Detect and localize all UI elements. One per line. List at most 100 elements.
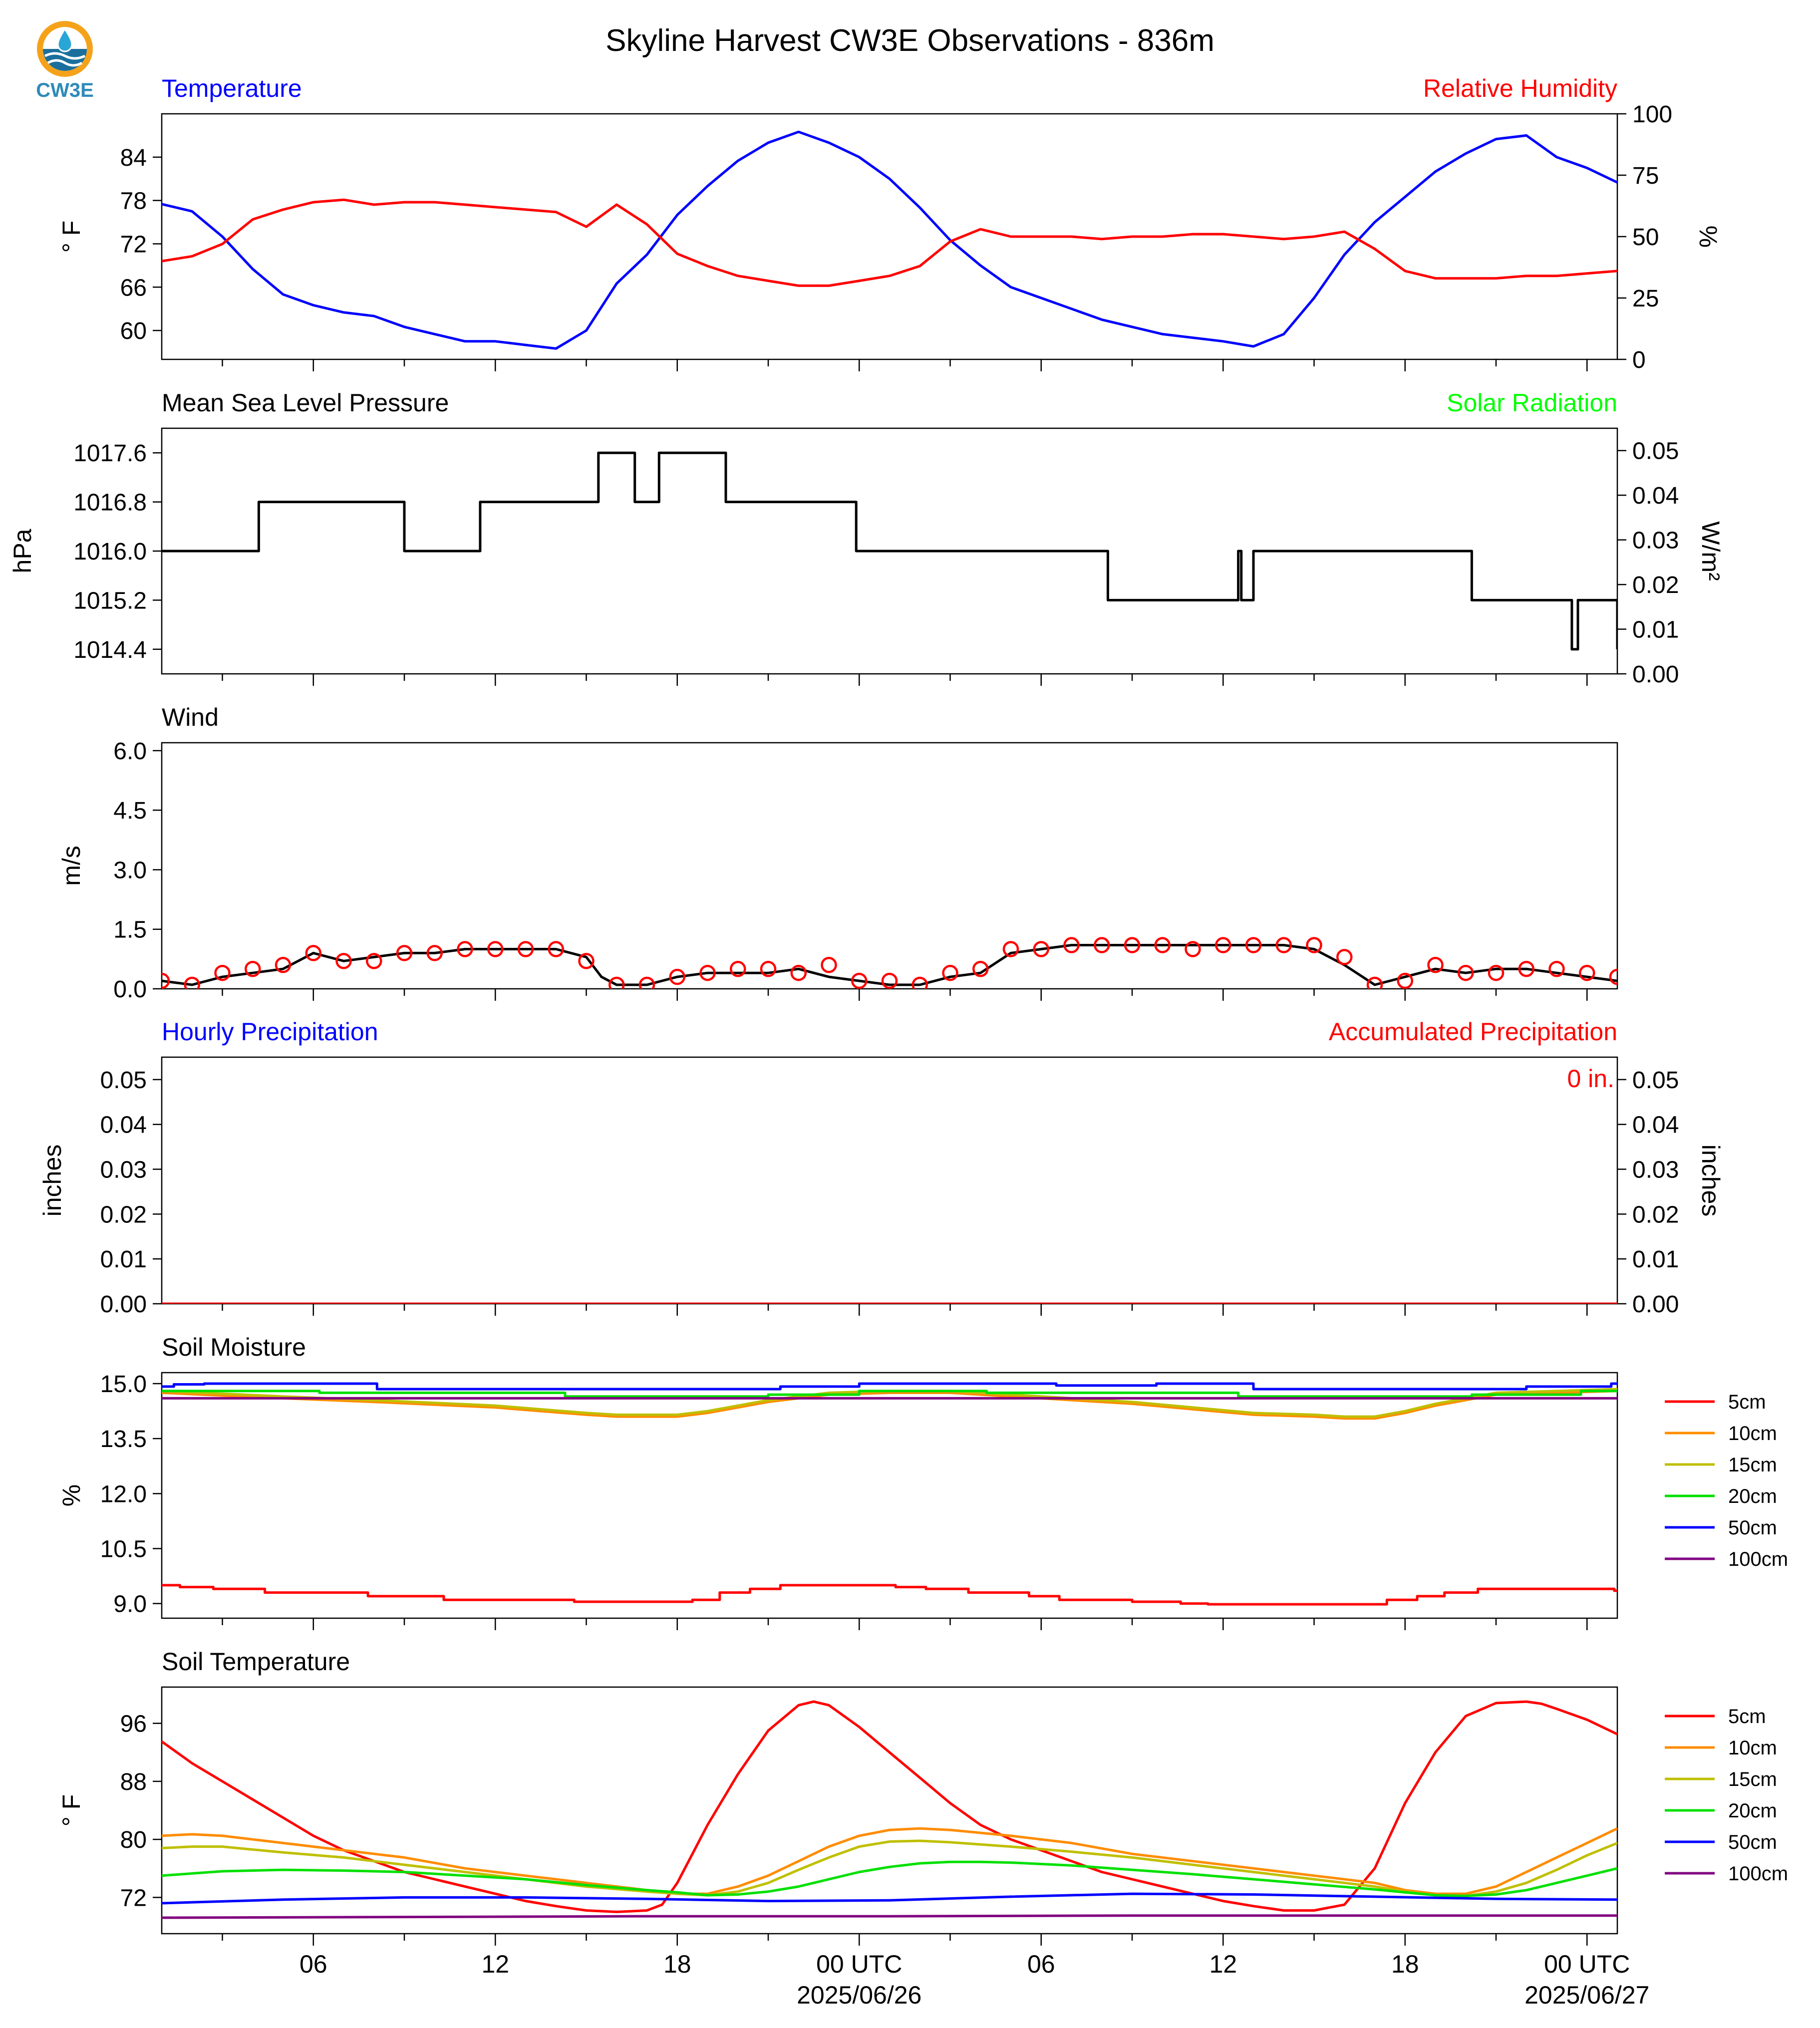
x-date-label: 2025/06/27: [1524, 1981, 1649, 2009]
gust-marker: [1336, 949, 1353, 965]
cw3e-logo: CW3E: [36, 21, 94, 101]
x-tick-label: 00 UTC: [1544, 1950, 1630, 1978]
gust-marker: [1002, 941, 1019, 957]
series-line-mean-sea-level-pressure: [162, 451, 1617, 651]
gust-marker: [396, 945, 413, 961]
gust-marker: [162, 972, 170, 989]
y2-tick-label: 0.00: [1632, 1291, 1679, 1318]
y-tick-label: 3.0: [113, 857, 147, 883]
y2-tick-label: 0.03: [1632, 1157, 1679, 1183]
logo-text: CW3E: [36, 79, 94, 101]
logo-wave-2: [47, 59, 83, 67]
gust-marker: [548, 941, 564, 957]
gust-marker: [184, 976, 200, 989]
y-tick-label: 96: [120, 1711, 147, 1738]
series-line-10cm: [162, 1390, 1617, 1420]
y-tick-label: 88: [120, 1769, 147, 1795]
gust-marker: [305, 945, 321, 961]
series-line-100cm: [162, 1914, 1617, 1919]
y-tick-label: 6.0: [113, 738, 147, 765]
gust-marker: [1245, 937, 1262, 953]
gust-marker: [245, 960, 261, 977]
y-tick-label: 0.04: [100, 1112, 147, 1139]
gust-marker: [1215, 937, 1231, 953]
panel-soil_moisture: Soil Moisture 9.0 10.5 12.0 13.5 15.0% 5cm 10cm…: [57, 1333, 1788, 1630]
accumulated-precip-annotation: 0 in.: [1567, 1065, 1614, 1093]
y-tick-label: 0.01: [100, 1246, 147, 1273]
gust-marker: [517, 941, 534, 957]
panel-title-right: Relative Humidity: [1423, 74, 1617, 102]
series-line-50cm: [162, 1892, 1617, 1905]
x-tick-label: 18: [663, 1950, 691, 1978]
panel-title-left: Wind: [162, 703, 219, 731]
y-tick-label: 1014.4: [73, 637, 147, 663]
panel-pressure: Mean Sea Level Pressure Solar Radiation 10…: [8, 389, 1725, 688]
gust-marker: [1458, 964, 1474, 981]
x-axis: 06 12 18 00 UTC 06 12 18 00 UTC 2025/06/26 2025/0…: [300, 1950, 1649, 2009]
y2-tick-label: 0.02: [1632, 1201, 1679, 1228]
gust-marker: [1579, 964, 1595, 981]
gust-marker: [214, 964, 231, 981]
legend-label: 5cm: [1728, 1391, 1766, 1413]
y-tick-label: 84: [120, 145, 147, 171]
y-tick-label: 72: [120, 231, 147, 258]
y-tick-label: 1.5: [113, 917, 147, 943]
gust-marker: [1306, 937, 1322, 953]
figure-title: Skyline Harvest CW3E Observations - 836m: [606, 23, 1214, 58]
y-tick-label: 1017.6: [73, 440, 147, 467]
x-tick-label: 06: [1027, 1950, 1055, 1978]
legend-label: 50cm: [1728, 1831, 1777, 1853]
y-axis-label: hPa: [8, 529, 36, 573]
gust-marker: [790, 964, 807, 981]
gust-marker: [578, 953, 595, 969]
series-line-temperature: [162, 130, 1617, 350]
panel-precip: Hourly Precipitation Accumulated Precipit…: [38, 1018, 1725, 1318]
gust-marker: [730, 960, 746, 977]
x-date-label: 2025/06/26: [797, 1981, 921, 2009]
y-tick-label: 10.5: [100, 1536, 147, 1562]
y2-tick-label: 0.00: [1632, 661, 1679, 688]
y2-tick-label: 0.05: [1632, 1067, 1679, 1094]
gust-marker: [1366, 976, 1383, 989]
panel-title-left: Soil Moisture: [162, 1333, 306, 1361]
gust-marker: [881, 972, 898, 989]
y2-tick-label: 100: [1632, 101, 1672, 128]
y-tick-label: 1015.2: [73, 587, 147, 614]
y-axis-label: inches: [38, 1145, 66, 1217]
y-tick-label: 72: [120, 1885, 147, 1911]
y-axis-label: %: [57, 1484, 85, 1506]
gust-marker: [1033, 941, 1049, 957]
panel-title-left: Mean Sea Level Pressure: [162, 389, 449, 417]
series-group: [162, 130, 1617, 350]
gust-marker: [1094, 937, 1110, 953]
gust-marker: [457, 941, 473, 957]
series-group: [162, 451, 1617, 651]
y-tick-label: 60: [120, 318, 147, 344]
y-tick-label: 0.00: [100, 1291, 147, 1318]
y-tick-label: 9.0: [113, 1591, 147, 1618]
series-line-15cm: [162, 1388, 1617, 1418]
series-line-50cm: [162, 1382, 1617, 1391]
gust-marker: [1063, 937, 1080, 953]
y-tick-label: 1016.0: [73, 539, 147, 565]
y-axis-label: m/s: [57, 846, 85, 886]
legend: 5cm 10cm 15cm 20cm 50cm 100cm: [1665, 1391, 1788, 1570]
x-tick-label: 06: [300, 1950, 327, 1978]
y2-axis-label: W/m²: [1697, 521, 1725, 580]
y2-tick-label: 50: [1632, 224, 1659, 251]
y2-axis-label: %: [1694, 226, 1722, 248]
series-group: [162, 1382, 1617, 1606]
y2-tick-label: 0.05: [1632, 438, 1679, 465]
y2-axis-label: inches: [1697, 1145, 1725, 1217]
gust-marker: [911, 976, 928, 989]
legend-label: 20cm: [1728, 1485, 1777, 1507]
panel-title-left: Soil Temperature: [162, 1648, 350, 1676]
series-group: [162, 937, 1617, 989]
gust-marker: [335, 953, 352, 969]
y2-tick-label: 0.03: [1632, 528, 1679, 554]
y2-tick-label: 0.01: [1632, 617, 1679, 643]
legend: 5cm 10cm 15cm 20cm 50cm 100cm: [1665, 1706, 1788, 1885]
y-tick-label: 1016.8: [73, 490, 147, 516]
legend-label: 20cm: [1728, 1800, 1777, 1822]
